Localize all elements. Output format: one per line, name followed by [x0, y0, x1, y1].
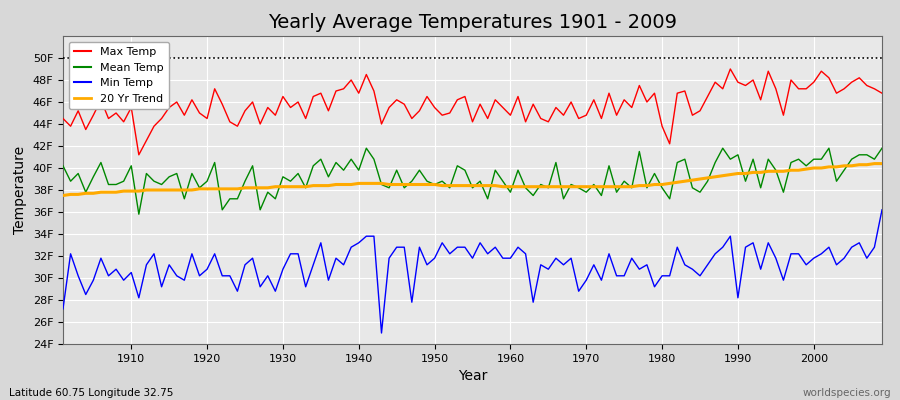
Legend: Max Temp, Mean Temp, Min Temp, 20 Yr Trend: Max Temp, Mean Temp, Min Temp, 20 Yr Tre…	[68, 42, 169, 109]
X-axis label: Year: Year	[458, 369, 487, 383]
Y-axis label: Temperature: Temperature	[14, 146, 27, 234]
Title: Yearly Average Temperatures 1901 - 2009: Yearly Average Temperatures 1901 - 2009	[268, 13, 677, 32]
Text: worldspecies.org: worldspecies.org	[803, 388, 891, 398]
Text: Latitude 60.75 Longitude 32.75: Latitude 60.75 Longitude 32.75	[9, 388, 174, 398]
